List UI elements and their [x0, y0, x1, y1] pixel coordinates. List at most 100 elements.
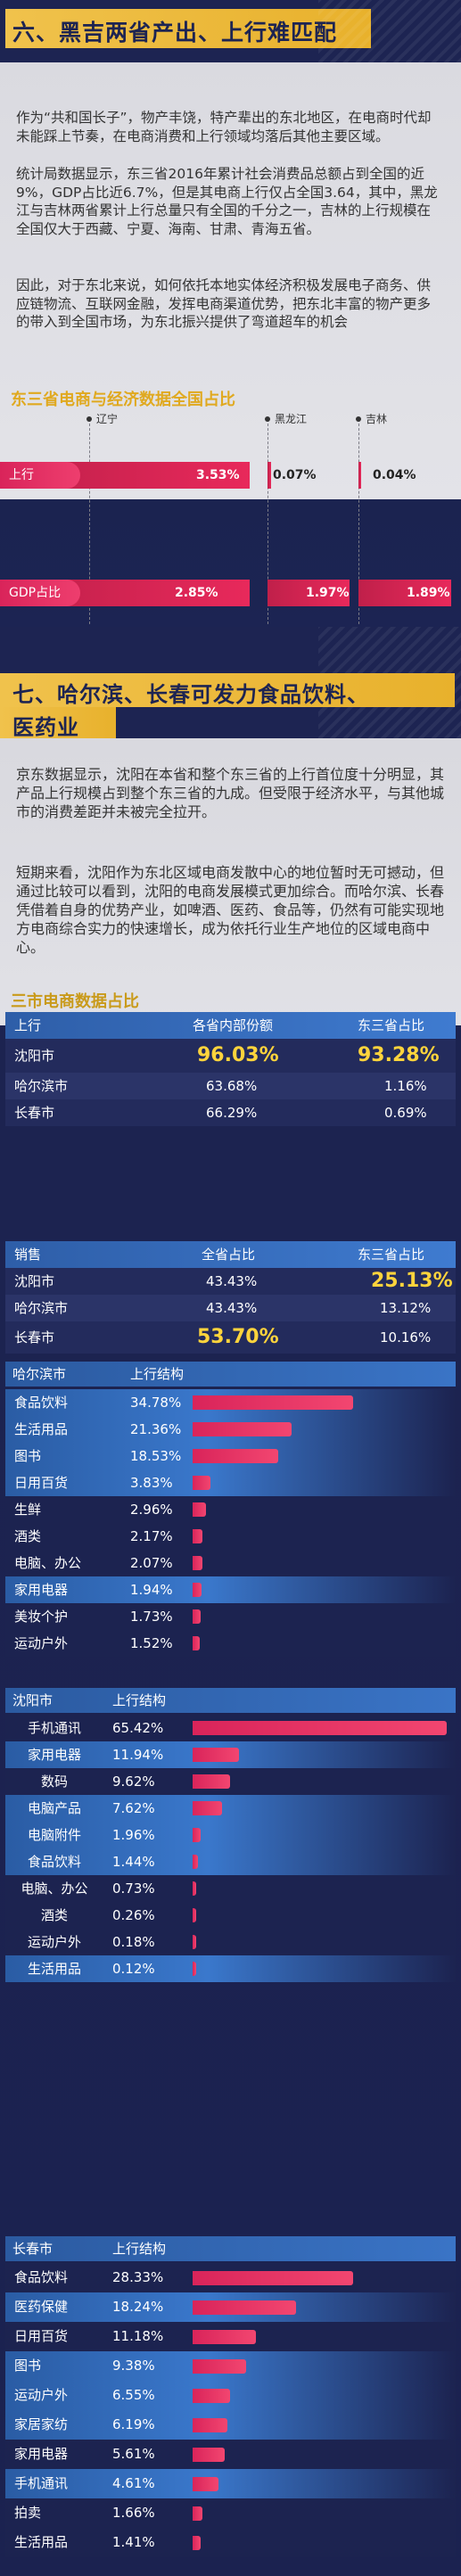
- structure-row: 食品饮料 1.44%: [5, 1848, 456, 1875]
- structure-row: 医药保健 18.24%: [5, 2292, 456, 2322]
- structure-row: 电脑、办公 0.73%: [5, 1875, 456, 1902]
- category-percent: 6.55%: [112, 2387, 155, 2403]
- category-name: 生活用品: [27, 1961, 81, 1977]
- category-name: 运动户外: [14, 2387, 69, 2403]
- legend-liaoning: 辽宁: [96, 413, 119, 425]
- category-percent: 1.52%: [130, 1635, 173, 1651]
- category-name: 电脑、办公: [21, 1881, 88, 1897]
- category-bar: [193, 1828, 201, 1842]
- row-label-gdp: GDP占比: [0, 580, 80, 606]
- structure-row: 图书 9.38%: [5, 2351, 456, 2381]
- city-name: 长春市: [14, 1105, 55, 1121]
- category-name: 图书: [14, 2358, 42, 2374]
- upstream-header-col3: 东三省占比: [358, 1017, 425, 1033]
- value-up-heilongjiang: 0.07%: [273, 468, 317, 482]
- category-bar: [193, 1935, 196, 1949]
- category-bar: [193, 1636, 200, 1650]
- structure-row: 电脑、办公 2.07%: [5, 1550, 456, 1576]
- category-bar: [193, 2300, 296, 2315]
- section7-title-bar-2: [0, 707, 116, 738]
- category-percent: 0.73%: [112, 1881, 155, 1897]
- category-percent: 0.18%: [112, 1934, 155, 1950]
- category-bar: [193, 1855, 199, 1869]
- chart-title: 东三省电商与经济数据全国占比: [11, 391, 235, 409]
- category-percent: 2.96%: [130, 1502, 173, 1518]
- structure-row: 运动户外 1.52%: [5, 1630, 456, 1657]
- share-value: 43.43%: [206, 1273, 258, 1289]
- changchun-col: 上行结构: [112, 2241, 167, 2257]
- structure-row: 酒类 0.26%: [5, 1902, 456, 1929]
- share-value: 96.03%: [197, 1044, 279, 1066]
- table-row: 长春市 53.70% 10.16%: [5, 1321, 456, 1354]
- section7-para2: 短期来看，沈阳作为东北区域电商发散中心的地位暂时无可撼动，但通过比较可以看到，沈…: [16, 864, 445, 956]
- section6-para1: 作为“共和国长子”，物产丰饶，特产辈出的东北地区，在电商时代却未能踩上节奏，在电…: [16, 110, 432, 144]
- legend-heilongjiang: 黑龙江: [275, 413, 308, 425]
- structure-row: 电脑产品 7.62%: [5, 1795, 456, 1822]
- table-row: 长春市 66.29% 0.69%: [5, 1099, 456, 1126]
- section6-title-bar: [5, 9, 371, 48]
- category-bar: [193, 2389, 230, 2403]
- structure-row: 生鲜 2.96%: [5, 1496, 456, 1523]
- harbin-city: 哈尔滨市: [12, 1366, 67, 1382]
- category-name: 运动户外: [14, 1635, 69, 1651]
- category-bar: [193, 1583, 202, 1597]
- structure-row: 酒类 2.17%: [5, 1523, 456, 1550]
- category-bar: [193, 1449, 278, 1463]
- changchun-city: 长春市: [12, 2241, 54, 2257]
- harbin-header: 哈尔滨市 上行结构: [5, 1362, 456, 1387]
- bar-up-heilongjiang: [268, 462, 271, 489]
- category-name: 家用电器: [14, 1582, 69, 1598]
- category-name: 酒类: [14, 1528, 42, 1544]
- category-percent: 4.61%: [112, 2475, 155, 2491]
- category-percent: 2.17%: [130, 1528, 173, 1544]
- category-bar: [193, 2477, 219, 2491]
- structure-row: 家用电器 1.94%: [5, 1576, 456, 1603]
- category-percent: 7.62%: [112, 1800, 155, 1816]
- share-value: 10.16%: [380, 1329, 432, 1346]
- header-stripes: [318, 0, 461, 62]
- row-label-up: 上行: [0, 462, 80, 489]
- category-percent: 18.24%: [112, 2299, 164, 2315]
- category-bar: [193, 1908, 196, 1922]
- category-bar: [193, 1422, 292, 1436]
- city-name: 哈尔滨市: [14, 1078, 69, 1094]
- harbin-col: 上行结构: [130, 1366, 185, 1382]
- sales-header-col2: 全省占比: [202, 1247, 256, 1263]
- structure-row: 生活用品 21.36%: [5, 1416, 456, 1443]
- structure-row: 日用百货 11.18%: [5, 2322, 456, 2351]
- value-up-jilin: 0.04%: [373, 468, 416, 482]
- share-value: 13.12%: [380, 1300, 432, 1316]
- bar-gdp-heilongjiang: [268, 580, 350, 606]
- category-name: 生活用品: [14, 1421, 69, 1437]
- section7-title-line2: 医药业: [12, 715, 79, 738]
- category-bar: [193, 1529, 203, 1543]
- category-bar: [193, 1556, 202, 1570]
- category-name: 拍卖: [14, 2505, 42, 2521]
- bar-up-jilin: [358, 462, 361, 489]
- structure-row: 图书 18.53%: [5, 1443, 456, 1469]
- category-percent: 6.19%: [112, 2416, 155, 2432]
- category-name: 手机通讯: [27, 1720, 81, 1736]
- bar-gdp-jilin: [358, 580, 451, 606]
- category-name: 日用百货: [14, 1475, 69, 1491]
- category-percent: 1.73%: [130, 1609, 173, 1625]
- category-percent: 1.41%: [112, 2534, 155, 2550]
- share-value: 63.68%: [206, 1078, 258, 1094]
- category-bar: [193, 1609, 201, 1624]
- category-name: 图书: [14, 1448, 42, 1464]
- category-bar: [193, 2448, 225, 2462]
- category-name: 美妆个护: [14, 1609, 69, 1625]
- value-gdp-liaoning: 2.85%: [175, 586, 218, 600]
- structure-row: 运动户外 0.18%: [5, 1929, 456, 1955]
- city-name: 沈阳市: [14, 1048, 55, 1064]
- section7-para1: 京东数据显示，沈阳在本省和整个东三省的上行首位度十分明显，其产品上行规模占到整个…: [16, 766, 445, 820]
- category-name: 食品饮料: [27, 1854, 81, 1870]
- category-percent: 65.42%: [112, 1720, 164, 1736]
- structure-row: 家居家纺 6.19%: [5, 2410, 456, 2440]
- category-percent: 2.07%: [130, 1555, 173, 1571]
- upstream-header: 上行 各省内部份额 东三省占比: [5, 1012, 456, 1039]
- category-percent: 0.26%: [112, 1907, 155, 1923]
- category-name: 医药保健: [14, 2299, 69, 2315]
- category-percent: 3.83%: [130, 1475, 173, 1491]
